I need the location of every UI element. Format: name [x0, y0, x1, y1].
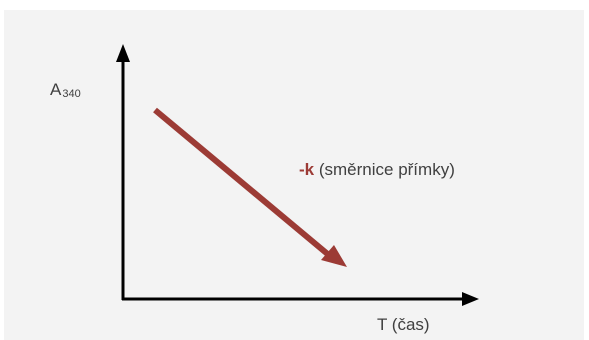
slope-symbol: -k	[299, 160, 314, 179]
slope-description: (směrnice přímky)	[314, 160, 455, 179]
y-axis-label: A340	[50, 80, 81, 100]
slope-annotation: -k (směrnice přímky)	[299, 160, 455, 180]
y-axis-arrowhead	[116, 44, 130, 62]
y-axis-label-subscript: 340	[62, 88, 80, 100]
slope-arrow-shaft	[155, 110, 330, 256]
x-axis-label: T (čas)	[377, 315, 430, 335]
x-axis-arrowhead	[462, 292, 479, 306]
